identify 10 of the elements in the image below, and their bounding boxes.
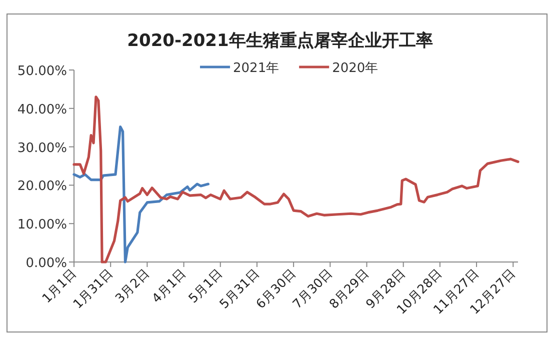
y-tick-label: 40.00% — [17, 102, 67, 118]
y-tick-label: 10.00% — [17, 218, 67, 233]
line-series — [72, 126, 210, 264]
y-tick-label: 20.00% — [17, 179, 67, 194]
legend-label: 2020年 — [332, 61, 378, 76]
y-tick-label: 30.00% — [17, 140, 67, 156]
y-tick-label: 0.00% — [26, 256, 67, 271]
legend-label: 2021年 — [233, 61, 280, 76]
y-tick-label: 50.00% — [17, 64, 67, 79]
chart-title: 2020-2021年生猪重点屠宰企业开工率 — [127, 31, 433, 51]
